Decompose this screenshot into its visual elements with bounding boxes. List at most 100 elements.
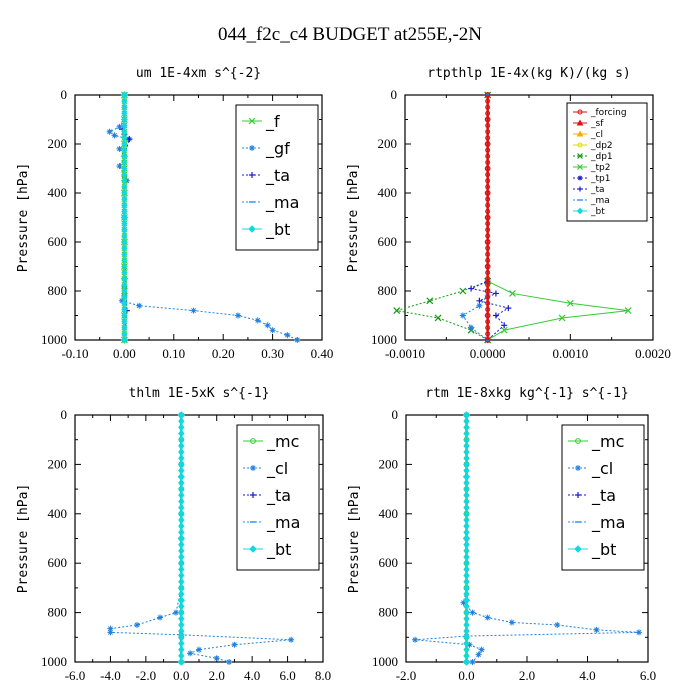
- legend-marker: [577, 175, 583, 181]
- series-line: [462, 95, 489, 341]
- data-point: [463, 498, 470, 505]
- data-point: [178, 553, 185, 561]
- legend-marker: [576, 119, 584, 126]
- data-point: [178, 473, 185, 480]
- data-point: [121, 263, 128, 270]
- data-point: [136, 302, 143, 309]
- data-point: [121, 306, 128, 313]
- data-point: [190, 307, 197, 314]
- data-point: [121, 165, 128, 172]
- data-point: [284, 332, 291, 339]
- data-point: [178, 597, 185, 604]
- data-point: [121, 183, 128, 191]
- data-point: [463, 646, 470, 653]
- y-tick-label: 800: [378, 283, 398, 298]
- data-point: [178, 603, 185, 610]
- data-point: [178, 411, 185, 419]
- data-point: [463, 455, 470, 462]
- data-point: [485, 306, 491, 312]
- data-point: [485, 190, 491, 196]
- data-point: [505, 305, 512, 312]
- data-point: [463, 411, 470, 419]
- data-point: [463, 597, 470, 604]
- data-point: [178, 658, 185, 666]
- data-point: [178, 627, 185, 635]
- data-point: [485, 184, 491, 190]
- series-line: [487, 95, 629, 341]
- data-point: [178, 436, 185, 443]
- panel-title: thlm 1E-5xK s^{-1}: [129, 386, 270, 401]
- data-point: [254, 317, 261, 324]
- data-point: [463, 572, 470, 579]
- data-point: [178, 640, 185, 647]
- data-point: [178, 461, 185, 468]
- y-axis-label: Pressure [hPa]: [346, 163, 361, 273]
- data-point: [459, 312, 466, 319]
- data-point: [178, 430, 185, 437]
- data-point: [393, 307, 401, 315]
- data-point: [463, 621, 470, 629]
- data-point: [226, 659, 233, 665]
- data-point: [116, 163, 123, 170]
- data-point: [178, 467, 185, 474]
- data-point: [463, 553, 470, 561]
- legend-box: [561, 424, 645, 571]
- y-tick-label: 800: [379, 605, 399, 620]
- x-tick-label: 4.0: [579, 668, 595, 683]
- legend-label: _forcing: [590, 108, 627, 118]
- legend-marker: [250, 465, 256, 471]
- legend-label: _dp1: [590, 152, 613, 162]
- y-tick-label: 0: [391, 87, 398, 102]
- data-point: [463, 442, 470, 450]
- data-point: [121, 293, 128, 301]
- data-point: [463, 485, 470, 493]
- data-point: [485, 123, 491, 129]
- data-point: [116, 145, 123, 152]
- data-point: [468, 285, 475, 292]
- data-point: [121, 153, 128, 160]
- legend-label: _dp2: [590, 141, 613, 151]
- y-tick-label: 200: [379, 456, 399, 471]
- x-tick-label: 0.40: [311, 346, 334, 361]
- data-point: [485, 233, 491, 239]
- legend-marker: [577, 153, 583, 159]
- data-point: [463, 467, 470, 474]
- x-tick-label: 0.20: [212, 346, 235, 361]
- data-point: [412, 636, 419, 643]
- data-point: [485, 245, 491, 251]
- x-tick-label: -0.10: [61, 346, 88, 361]
- data-point: [463, 566, 470, 573]
- data-point: [121, 97, 128, 105]
- data-point: [134, 621, 140, 628]
- data-point: [485, 166, 491, 171]
- data-point: [178, 504, 185, 511]
- data-point: [484, 614, 491, 621]
- data-point: [500, 326, 508, 334]
- data-point: [485, 129, 491, 135]
- legend-marker: [577, 142, 583, 148]
- data-point: [463, 424, 470, 431]
- y-axis-label: Pressure [hPa]: [16, 163, 31, 273]
- legend-marker: [575, 438, 581, 444]
- data-point: [178, 572, 185, 579]
- data-point: [485, 288, 491, 294]
- data-point: [485, 202, 491, 208]
- data-point: [213, 655, 220, 662]
- data-point: [178, 424, 185, 431]
- data-point: [126, 136, 133, 143]
- data-point: [485, 92, 491, 98]
- series-line: [469, 95, 510, 341]
- data-point: [178, 442, 185, 450]
- data-point: [178, 455, 185, 462]
- data-point: [121, 244, 128, 252]
- data-point: [178, 448, 185, 456]
- data-point: [463, 461, 470, 468]
- data-point: [463, 547, 470, 555]
- data-point: [469, 659, 476, 665]
- data-point: [459, 287, 467, 295]
- data-point: [463, 658, 470, 666]
- legend-marker: [248, 117, 256, 125]
- legend-marker: [574, 545, 582, 553]
- panel-rtpthlp: rtpthlp 1E-4x(kg K)/(kg s) 0 200 400 600 800 1…: [346, 66, 671, 361]
- data-point: [172, 609, 179, 616]
